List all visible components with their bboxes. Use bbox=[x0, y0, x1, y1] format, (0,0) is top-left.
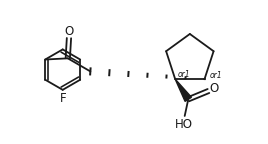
Polygon shape bbox=[175, 79, 191, 101]
Text: or1: or1 bbox=[178, 70, 191, 79]
Text: F: F bbox=[59, 92, 66, 105]
Text: HO: HO bbox=[174, 118, 192, 131]
Text: O: O bbox=[209, 82, 218, 95]
Text: O: O bbox=[64, 25, 74, 38]
Text: or1: or1 bbox=[210, 71, 222, 80]
